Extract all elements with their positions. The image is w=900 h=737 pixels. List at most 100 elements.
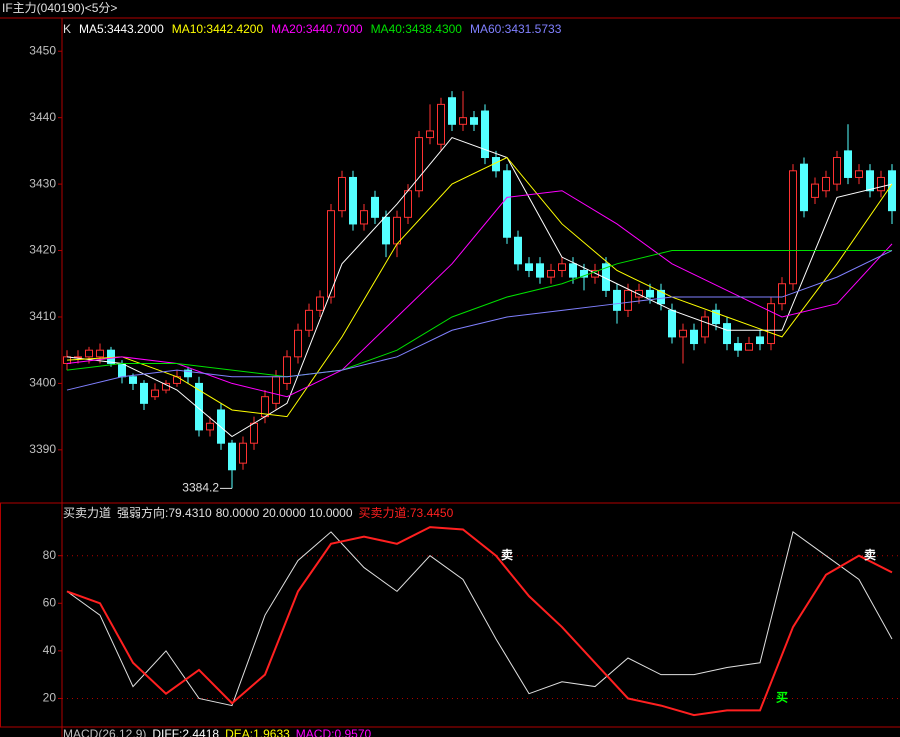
- ma-line: [66, 250, 893, 391]
- y-tick-label: 3400: [29, 376, 56, 390]
- legend-entry: 买卖力道:73.4450: [359, 506, 454, 520]
- legend: 买卖力道 强弱方向:79.4310 80.0000 20.0000 10.0000 买…: [63, 505, 454, 520]
- candle-body: [646, 289, 654, 298]
- candle-body: [195, 382, 203, 431]
- candle-body: [129, 376, 137, 384]
- y-tick-label: 3420: [29, 243, 56, 257]
- macd-entry: DIFF:2.4418: [152, 727, 219, 737]
- legend: MACD(26,12,9) DIFF:2.4418 DEA:1.9633 MACD:0…: [63, 727, 371, 737]
- y-tick-label: 3430: [29, 176, 56, 190]
- candle-body: [756, 336, 764, 345]
- ma-line: [66, 136, 893, 438]
- candle-body: [701, 316, 709, 338]
- ma-line: [66, 156, 893, 418]
- candle-body: [635, 289, 643, 298]
- signal-label: 买: [776, 691, 788, 705]
- candle-body: [448, 97, 456, 125]
- indicator-params: 80.0000 20.0000 10.0000: [216, 506, 353, 520]
- candle-body: [547, 269, 555, 278]
- legend-entry: MA60:3431.5733: [470, 22, 562, 36]
- candle-body: [85, 349, 93, 358]
- candle-body: [382, 216, 390, 245]
- candle-body: [283, 356, 291, 384]
- legend-entry: MA5:3443.2000: [79, 22, 164, 36]
- candle-body: [723, 323, 731, 345]
- candle-body: [415, 137, 423, 192]
- candle-body: [734, 343, 742, 351]
- legend: K MA5:3443.2000 MA10:3442.4200 MA20:3440.70…: [63, 22, 562, 36]
- candle-body: [877, 176, 885, 192]
- macd-entry: MACD:0.9570: [296, 727, 372, 737]
- candle-body: [657, 289, 665, 305]
- macd-entry: DEA:1.9633: [225, 727, 290, 737]
- candle-body: [866, 170, 874, 192]
- annotation-label: 3384.2: [182, 481, 219, 495]
- y-tick-label: 3410: [29, 309, 56, 323]
- candle-body: [437, 103, 445, 145]
- candle-body: [349, 176, 357, 225]
- signal-label: 卖: [864, 547, 876, 562]
- y-tick-label: 3450: [29, 43, 56, 57]
- candle-body: [294, 329, 302, 358]
- candle-body: [668, 309, 676, 338]
- signal-label: 卖: [501, 547, 513, 562]
- candle-body: [844, 150, 852, 178]
- candle-body: [558, 263, 566, 271]
- candle-body: [767, 303, 775, 345]
- candle-body: [470, 117, 478, 125]
- y-tick-label: 3440: [29, 110, 56, 124]
- candle-body: [184, 369, 192, 378]
- candle-body: [569, 263, 577, 278]
- candle-body: [613, 289, 621, 311]
- candle-body: [888, 170, 896, 212]
- candle-body: [800, 163, 808, 212]
- candle-body: [393, 216, 401, 245]
- candle-body: [217, 409, 225, 444]
- candle-body: [371, 196, 379, 218]
- candle-body: [679, 329, 687, 338]
- indicator-line: [66, 531, 893, 707]
- candle-body: [140, 382, 148, 404]
- candle-body: [778, 283, 786, 305]
- indicator-line: [66, 526, 893, 717]
- y-tick-label: 60: [43, 595, 57, 609]
- candle-body: [426, 130, 434, 139]
- candle-body: [404, 190, 412, 218]
- candle-body: [745, 343, 753, 351]
- legend-entry: MA20:3440.7000: [271, 22, 363, 36]
- chart-title: IF主力(040190)<5分>: [2, 1, 117, 15]
- candle-body: [316, 296, 324, 311]
- candle-body: [338, 176, 346, 212]
- legend-entry: MA10:3442.4200: [172, 22, 264, 36]
- candle-body: [228, 442, 236, 471]
- candle-body: [690, 329, 698, 345]
- candle-body: [272, 376, 280, 404]
- candle-body: [514, 236, 522, 265]
- candle-body: [459, 117, 467, 125]
- y-tick-label: 20: [43, 691, 57, 705]
- macd-entry: MACD(26,12,9): [63, 727, 146, 737]
- candle-body: [580, 269, 588, 278]
- y-tick-label: 3390: [29, 442, 56, 456]
- candle-body: [305, 309, 313, 331]
- candle-body: [206, 422, 214, 431]
- candle-body: [503, 170, 511, 238]
- candle-body: [481, 110, 489, 159]
- candle-body: [250, 422, 258, 444]
- legend-label: K: [63, 22, 71, 36]
- candle-body: [536, 263, 544, 278]
- candle-body: [327, 210, 335, 298]
- legend-entry: 强弱方向:79.4310: [117, 505, 212, 520]
- candle-body: [855, 170, 863, 178]
- candle-body: [239, 442, 247, 464]
- candle-body: [591, 269, 599, 278]
- y-tick-label: 80: [43, 548, 57, 562]
- candle-body: [811, 183, 819, 198]
- candle-body: [118, 362, 126, 378]
- candle-body: [360, 210, 368, 225]
- candle-body: [789, 170, 797, 285]
- indicator-title: 买卖力道: [63, 506, 111, 520]
- y-tick-label: 40: [43, 643, 57, 657]
